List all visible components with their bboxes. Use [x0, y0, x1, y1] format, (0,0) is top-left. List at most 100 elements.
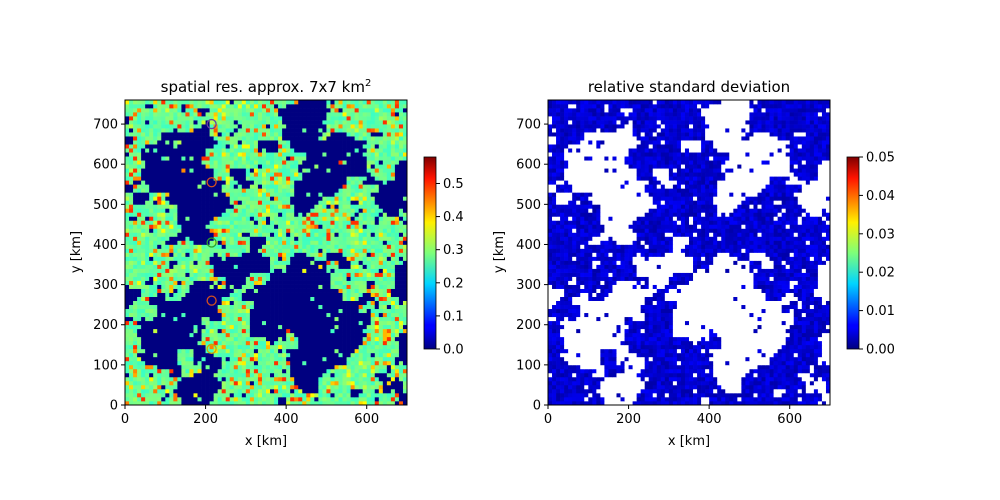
heatmap-cell [318, 304, 323, 310]
heatmap-cell [294, 332, 299, 338]
heatmap-cell [137, 208, 142, 213]
heatmap-cell [233, 284, 239, 289]
heatmap-cell [306, 140, 311, 145]
heatmap-cell [241, 308, 247, 314]
heatmap-cell [318, 152, 323, 157]
heatmap-cell [398, 188, 404, 193]
heatmap-cell [310, 156, 315, 161]
heatmap-cell [261, 232, 267, 237]
heatmap-cell [233, 184, 239, 189]
heatmap-cell [366, 384, 372, 390]
heatmap-cell [233, 144, 239, 149]
heatmap-cell [153, 296, 158, 301]
heatmap-cell [362, 360, 368, 366]
heatmap-cell [338, 152, 343, 157]
heatmap-cell [266, 356, 271, 362]
heatmap-cell [165, 224, 170, 229]
heatmap-cell [298, 192, 303, 197]
heatmap-cell [217, 300, 223, 306]
heatmap-cell [133, 160, 138, 165]
heatmap-cell [334, 164, 339, 169]
heatmap-cell [378, 284, 384, 289]
heatmap-cell [237, 360, 243, 366]
heatmap-cell [205, 220, 210, 225]
heatmap-cell [201, 308, 206, 314]
heatmap-cell [157, 228, 162, 233]
heatmap-cell [161, 156, 166, 161]
heatmap-cell [249, 312, 255, 318]
heatmap-cell [394, 196, 400, 201]
heatmap-cell [257, 272, 263, 277]
heatmap-cell [346, 392, 351, 398]
heatmap-cell [249, 180, 255, 185]
heatmap-cell [169, 356, 174, 362]
heatmap-cell [378, 376, 384, 382]
heatmap-cell [237, 340, 243, 346]
heatmap-cell [129, 304, 134, 310]
heatmap-cell [290, 368, 295, 374]
heatmap-cell [318, 284, 323, 289]
heatmap-cell [129, 332, 134, 338]
heatmap-cell [233, 164, 239, 169]
heatmap-cell [129, 252, 134, 257]
heatmap-cell [133, 284, 138, 289]
heatmap-cell [261, 200, 267, 205]
heatmap-cell [229, 172, 235, 177]
heatmap-cell [149, 248, 154, 253]
heatmap-cell [298, 296, 303, 301]
heatmap-cell [181, 196, 186, 201]
heatmap-cell [370, 320, 376, 326]
heatmap-cell [133, 184, 138, 189]
heatmap-cell [294, 120, 299, 125]
heatmap-cell [294, 180, 299, 185]
heatmap-cell [294, 348, 299, 354]
heatmap-cell [370, 252, 376, 257]
heatmap-cell [157, 212, 162, 217]
heatmap-cell [201, 148, 206, 153]
heatmap-cell [261, 280, 267, 285]
heatmap-cell [294, 384, 299, 390]
heatmap-cell [249, 164, 255, 169]
heatmap-cell [374, 388, 380, 394]
heatmap-cell [209, 292, 214, 297]
heatmap-cell [374, 220, 380, 225]
heatmap-cell [350, 384, 355, 390]
heatmap-cell [161, 236, 166, 241]
heatmap-cell [233, 204, 239, 209]
heatmap-cell [129, 336, 134, 342]
heatmap-cell [278, 160, 283, 165]
heatmap-cell [330, 192, 335, 197]
heatmap-cell [125, 264, 130, 269]
heatmap-cell [318, 156, 323, 161]
heatmap-cell [249, 236, 255, 241]
heatmap-cell [249, 324, 255, 330]
heatmap-cell [125, 172, 130, 177]
heatmap-cell [169, 348, 174, 354]
heatmap-cell [237, 316, 243, 322]
heatmap-cell [306, 248, 311, 253]
heatmap-cell [338, 144, 343, 149]
heatmap-cell [217, 220, 223, 225]
heatmap-cell [390, 376, 396, 382]
heatmap-cell [270, 148, 275, 153]
heatmap-cell [201, 304, 206, 310]
heatmap-cell [346, 140, 351, 145]
heatmap-cell [133, 312, 138, 318]
heatmap-cell [402, 284, 408, 289]
heatmap-cell [282, 272, 287, 277]
heatmap-cell [394, 164, 400, 169]
heatmap-cell [402, 232, 408, 237]
heatmap-cell [290, 248, 295, 253]
heatmap-cell [201, 288, 206, 293]
heatmap-cell [322, 400, 327, 406]
heatmap-cell [257, 240, 263, 245]
heatmap-cell [386, 352, 392, 358]
heatmap-cell [382, 368, 388, 374]
heatmap-cell [177, 292, 182, 297]
heatmap-cell [334, 208, 339, 213]
heatmap-cell [217, 196, 223, 201]
heatmap-cell [318, 356, 323, 362]
heatmap-cell [161, 164, 166, 169]
heatmap-cell [354, 156, 360, 161]
heatmap-cell [358, 176, 364, 181]
